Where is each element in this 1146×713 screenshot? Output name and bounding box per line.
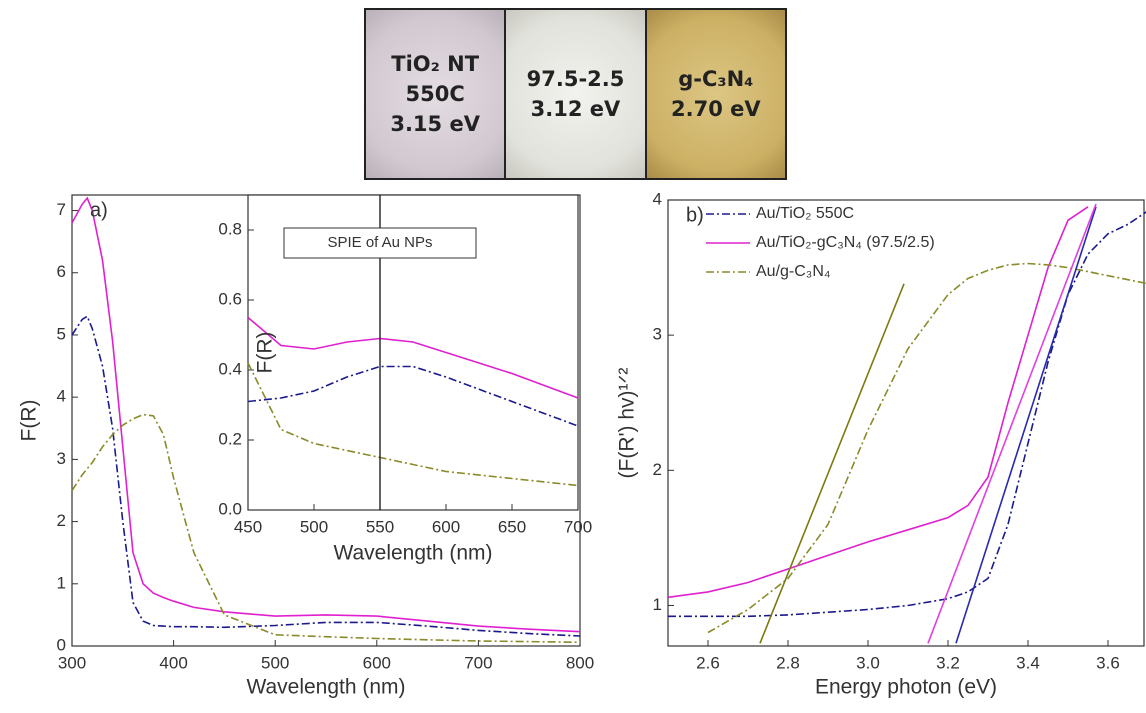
y-tick-label: 4 (653, 189, 662, 208)
fit-line (927, 203, 1097, 644)
photo-label: 2.70 eV (671, 97, 761, 121)
y-axis-label: F(R) (18, 400, 41, 442)
legend-label: Au/TiO₂ 550C (756, 205, 854, 222)
photo-label: 97.5-2.5 (526, 67, 625, 91)
x-tick-label: 650 (498, 517, 526, 536)
data-line (667, 206, 1089, 599)
x-tick-label: 800 (566, 653, 594, 672)
x-tick-label: 3.0 (856, 653, 880, 672)
data-line (71, 413, 581, 644)
photo-label: TiO₂ NT (391, 52, 480, 76)
x-tick-label: 550 (366, 517, 394, 536)
data-line (71, 315, 581, 637)
x-axis-label: Wavelength (nm) (333, 542, 492, 565)
y-tick-label: 5 (57, 324, 66, 343)
x-tick-label: 2.6 (696, 653, 720, 672)
photo-strip: TiO₂ NT 550C 3.15 eV 97.5-2.5 3.12 eV g-… (364, 8, 787, 180)
y-axis-label: (F(R') hv)¹ᐟ² (616, 368, 639, 479)
x-tick-label: 3.2 (936, 653, 960, 672)
y-tick-label: 0.2 (218, 429, 242, 448)
x-tick-label: 700 (564, 517, 592, 536)
plot-frame (667, 199, 1145, 647)
annotation: SPIE of Au NPs (327, 234, 432, 251)
legend-label: Au/TiO₂-gC₃N₄ (97.5/2.5) (756, 234, 935, 251)
y-tick-label: 2 (57, 511, 66, 530)
x-tick-label: 700 (464, 653, 492, 672)
x-tick-label: 3.6 (1096, 653, 1120, 672)
y-tick-label: 1 (653, 595, 662, 614)
y-tick-label: 3 (653, 325, 662, 344)
y-tick-label: 1 (57, 573, 66, 592)
x-tick-label: 600 (363, 653, 391, 672)
x-tick-label: 600 (432, 517, 460, 536)
y-tick-label: 0.4 (218, 359, 242, 378)
photo-panel: TiO₂ NT 550C 3.15 eV (366, 10, 507, 178)
photo-panel: g-C₃N₄ 2.70 eV (646, 10, 785, 178)
y-tick-label: 6 (57, 262, 66, 281)
photo-panel: 97.5-2.5 3.12 eV (506, 10, 647, 178)
y-tick-label: 0.0 (218, 499, 242, 518)
fit-line (759, 283, 905, 644)
x-tick-label: 3.4 (1016, 653, 1040, 672)
y-tick-label: 3 (57, 449, 66, 468)
fit-line (955, 206, 1097, 644)
data-line (71, 196, 581, 633)
panel-label: a) (90, 199, 108, 221)
x-tick-label: 2.8 (776, 653, 800, 672)
x-tick-label: 500 (300, 517, 328, 536)
x-tick-label: 450 (234, 517, 262, 536)
photo-label: g-C₃N₄ (678, 67, 754, 91)
y-axis-label: F(R) (254, 332, 277, 374)
x-tick-label: 500 (261, 653, 289, 672)
annotation-box (283, 227, 477, 259)
y-tick-label: 0 (57, 635, 66, 654)
x-axis-label: Wavelength (nm) (246, 676, 405, 699)
y-tick-label: 7 (57, 200, 66, 219)
y-tick-label: 0.6 (218, 289, 242, 308)
y-tick-label: 4 (57, 387, 66, 406)
y-tick-label: 0.8 (218, 219, 242, 238)
panel-label: b) (686, 204, 704, 226)
photo-label: 3.12 eV (530, 97, 621, 121)
x-tick-label: 300 (58, 653, 86, 672)
data-line (668, 211, 1146, 618)
x-tick-label: 400 (159, 653, 187, 672)
legend-label: Au/g-C₃N₄ (756, 263, 830, 280)
photo-label: 550C (405, 82, 465, 106)
data-line (247, 365, 579, 427)
photo-label: 3.15 eV (390, 112, 480, 136)
data-line (707, 262, 1146, 634)
y-tick-label: 2 (653, 460, 662, 479)
x-axis-label: Energy photon (eV) (815, 676, 997, 699)
